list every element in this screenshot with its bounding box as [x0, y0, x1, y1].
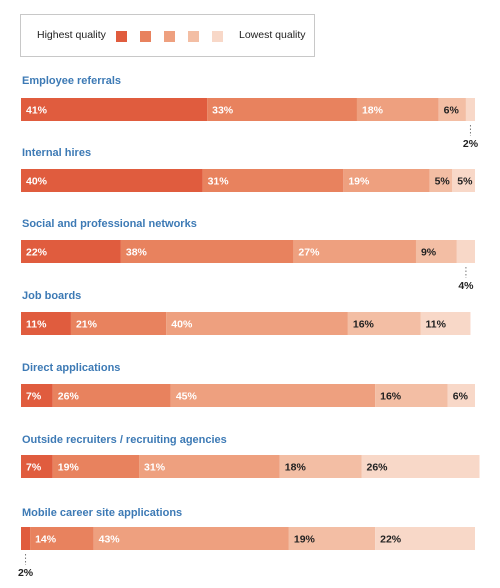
value-label: 6%	[444, 105, 460, 117]
bar-segment	[375, 384, 448, 407]
category-label: Outside recruiters / recruiting agencies	[22, 434, 227, 446]
value-label: 40%	[26, 176, 48, 188]
bar-segment	[207, 98, 357, 121]
category-label: Social and professional networks	[22, 218, 197, 230]
bar-segment	[288, 527, 376, 550]
legend-swatch-1	[116, 31, 127, 42]
bar-segment	[52, 384, 171, 407]
value-label: 14%	[35, 534, 57, 546]
bar-segment	[52, 455, 140, 478]
value-label: 45%	[176, 391, 198, 403]
bar-segment	[21, 527, 31, 550]
bar-segment	[447, 384, 475, 407]
legend-highest-label: Highest quality	[37, 29, 106, 41]
bar-segment	[465, 98, 475, 121]
category-label: Internal hires	[22, 147, 91, 159]
bar-segment	[429, 169, 453, 192]
value-label: 5%	[435, 176, 451, 188]
value-label: 22%	[380, 534, 402, 546]
value-label: 21%	[76, 319, 98, 331]
value-label: 43%	[99, 534, 121, 546]
value-label: 11%	[426, 319, 447, 331]
bar-segment	[170, 384, 376, 407]
bar-segment	[375, 527, 475, 550]
bar-segment	[120, 240, 294, 263]
bar-segment	[21, 98, 208, 121]
value-label: 27%	[298, 247, 320, 259]
value-label: 16%	[353, 319, 375, 331]
value-label: 38%	[126, 247, 148, 259]
value-label: 7%	[26, 391, 42, 403]
value-label: 40%	[171, 319, 193, 331]
bar-segment	[456, 240, 475, 263]
category-label: Mobile career site applications	[22, 507, 182, 519]
value-label: 11%	[26, 319, 47, 331]
bar-segment	[30, 527, 94, 550]
category-label: Employee referrals	[22, 75, 121, 87]
legend-swatch-3	[164, 31, 175, 42]
bar-segment	[70, 312, 167, 335]
value-label: 22%	[26, 247, 48, 259]
bar-segment	[347, 312, 421, 335]
value-label: 41%	[26, 105, 48, 117]
value-label: 18%	[362, 105, 384, 117]
bar-segment	[21, 384, 53, 407]
bar-segment	[361, 455, 480, 478]
value-label: 9%	[421, 247, 437, 259]
bar-segment	[415, 240, 457, 263]
bar-segment	[139, 455, 280, 478]
value-label: 31%	[144, 462, 166, 474]
bar-segment	[343, 169, 430, 192]
legend: Highest quality Lowest quality	[20, 14, 315, 57]
value-label: 19%	[58, 462, 80, 474]
value-label: 2%	[463, 138, 479, 150]
value-label: 26%	[58, 391, 80, 403]
bar-segment	[356, 98, 439, 121]
value-label: 4%	[458, 280, 474, 292]
value-label: 5%	[457, 176, 473, 188]
bar-segment	[21, 455, 53, 478]
bar-segment	[202, 169, 344, 192]
category-label: Direct applications	[22, 362, 120, 374]
value-label: 26%	[367, 462, 389, 474]
bar-segment	[293, 240, 416, 263]
bar-segment	[420, 312, 471, 335]
value-label: 18%	[285, 462, 307, 474]
legend-lowest-label: Lowest quality	[239, 29, 306, 41]
bar-segment	[279, 455, 362, 478]
legend-swatch-4	[188, 31, 199, 42]
legend-swatch-5	[212, 31, 223, 42]
value-label: 6%	[453, 391, 469, 403]
bar-segment	[21, 240, 121, 263]
value-label: 2%	[18, 567, 34, 579]
value-label: 33%	[212, 105, 234, 117]
value-label: 7%	[26, 462, 42, 474]
value-label: 31%	[208, 176, 230, 188]
bar-segment	[166, 312, 348, 335]
legend-swatch-2	[140, 31, 151, 42]
bar-segment	[93, 527, 289, 550]
bar-segment	[452, 169, 475, 192]
value-label: 16%	[380, 391, 402, 403]
bar-segment	[21, 169, 203, 192]
bar-segment	[438, 98, 466, 121]
value-label: 19%	[348, 176, 370, 188]
category-label: Job boards	[22, 290, 81, 302]
bar-segment	[21, 312, 71, 335]
value-label: 19%	[294, 534, 316, 546]
